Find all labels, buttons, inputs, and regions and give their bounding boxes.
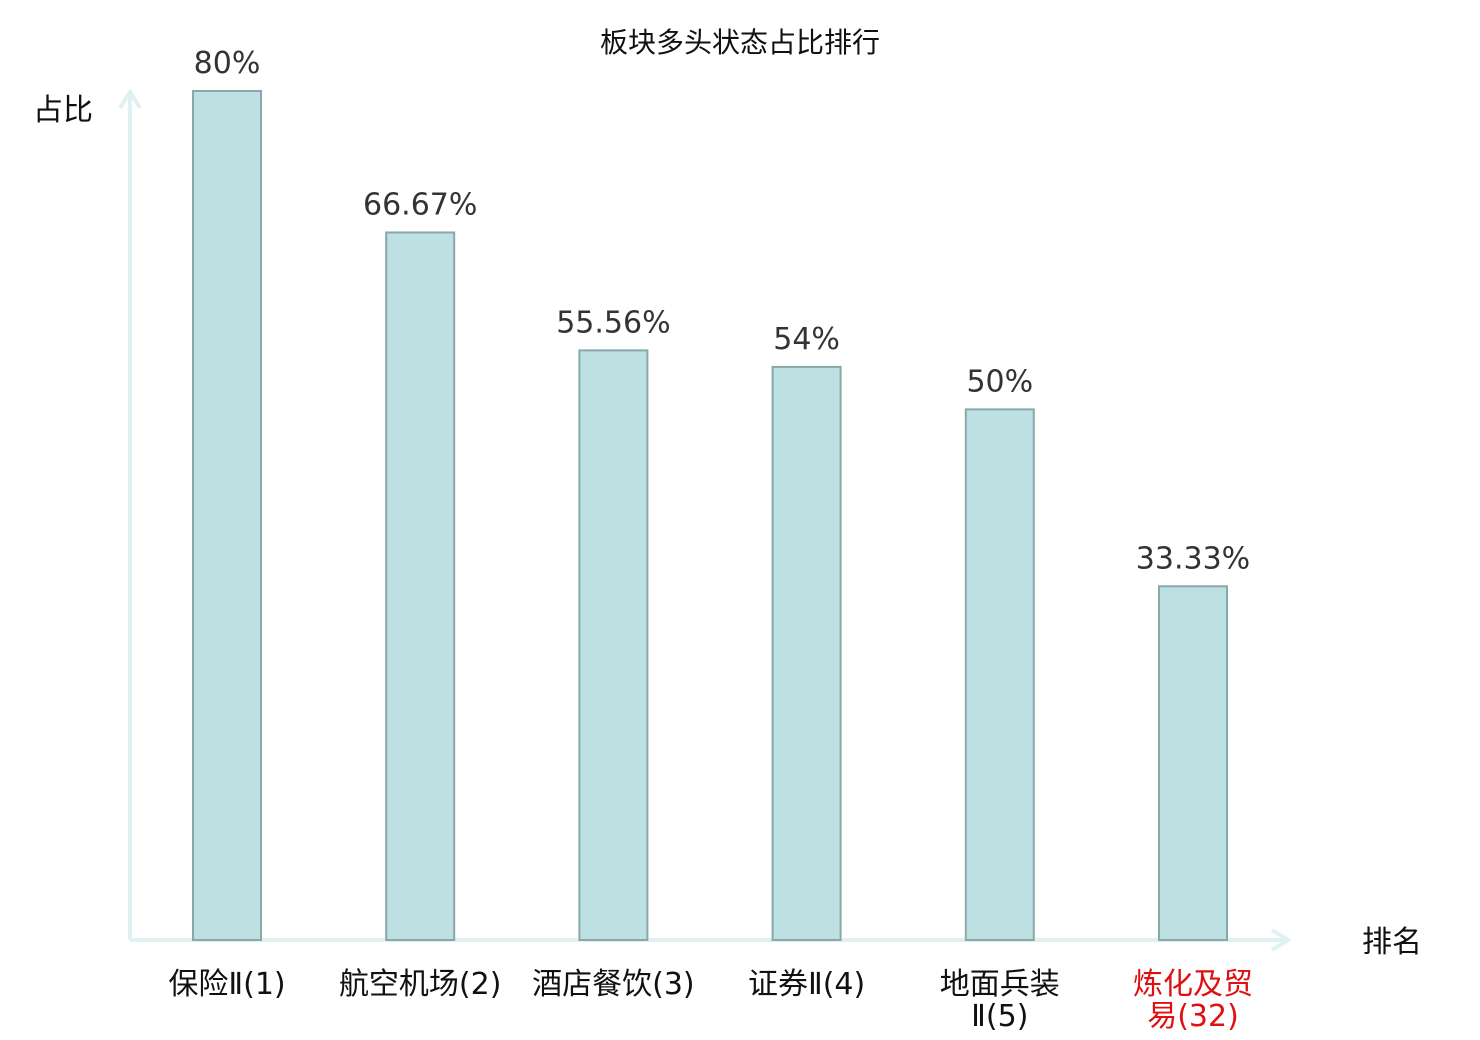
value-label-5: 50% [966,364,1033,399]
x-axis-arrow [1270,928,1292,952]
bar-2 [385,231,456,942]
y-axis-label: 占比 [33,93,93,128]
category-label-2: 航空机场(2) [339,967,502,1002]
category-label-5-line-1: 地面兵装 [940,967,1060,1002]
bar-3 [578,349,649,941]
y-axis-arrow [118,88,142,110]
value-label-1: 80% [194,46,261,81]
category-label-3: 酒店餐饮(3) [532,967,695,1002]
category-label-1: 保险Ⅱ(1) [168,967,285,1002]
category-label-4: 证券Ⅱ(4) [748,967,865,1002]
bar-5 [964,408,1035,941]
bar-1 [192,90,262,941]
value-label-3: 55.56% [556,305,670,340]
category-label-6-line-2: 易(32) [1147,999,1239,1034]
value-label-6: 33.33% [1136,541,1250,576]
category-label-6-line-1: 炼化及贸 [1133,967,1253,1002]
bars-group [192,90,1228,942]
chart-title: 板块多头状态占比排行 [600,26,880,59]
value-labels-group: 80% 66.67% 55.56% 54% 50% 33.33% [194,46,1251,576]
bar-4 [771,365,842,941]
value-label-4: 54% [773,322,840,357]
value-label-2: 66.67% [363,187,477,222]
x-axis-label: 排名 [1362,925,1422,960]
bar-6 [1158,585,1228,942]
category-label-5-line-2: Ⅱ(5) [971,999,1028,1034]
